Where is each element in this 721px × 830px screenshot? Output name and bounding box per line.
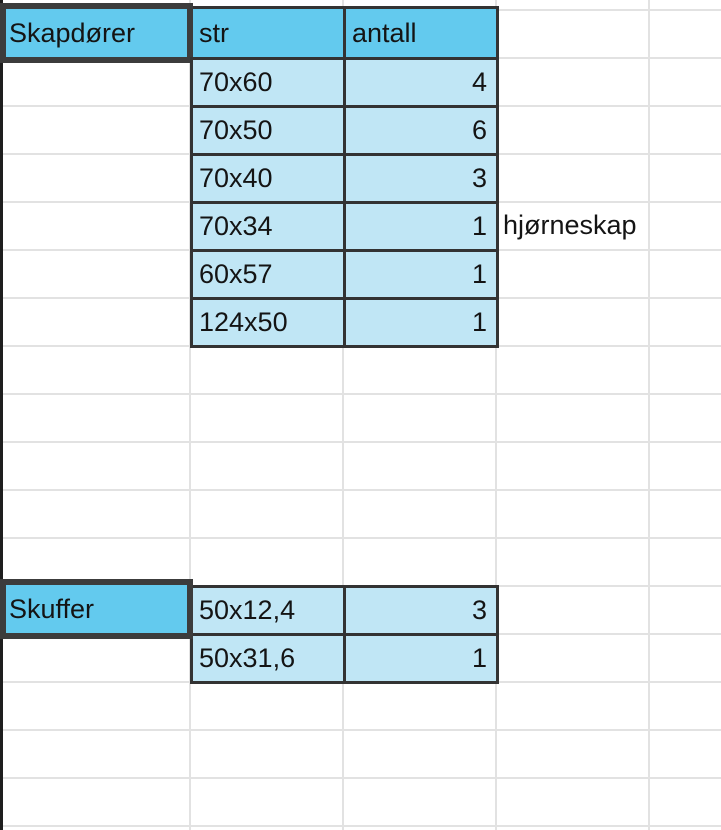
cell-str-50x31-6[interactable]: 50x31,6 xyxy=(190,633,346,684)
cell-antall-50x12-4[interactable]: 3 xyxy=(343,585,499,636)
sheet-left-edge xyxy=(0,0,3,830)
cell-antall-60x57[interactable]: 1 xyxy=(343,249,499,300)
cell-str-70x60[interactable]: 70x60 xyxy=(190,57,346,108)
cell-str-124x50[interactable]: 124x50 xyxy=(190,297,346,348)
cell-skuffer-title[interactable]: Skuffer xyxy=(0,579,193,639)
cell-antall-70x50[interactable]: 6 xyxy=(343,105,499,156)
cell-str-70x34[interactable]: 70x34 xyxy=(190,201,346,252)
cell-antall-50x31-6[interactable]: 1 xyxy=(343,633,499,684)
cell-str-50x12-4[interactable]: 50x12,4 xyxy=(190,585,346,636)
cell-str-70x50[interactable]: 70x50 xyxy=(190,105,346,156)
cell-antall-70x34[interactable]: 1 xyxy=(343,201,499,252)
column-gridline-d-e xyxy=(648,0,650,830)
cell-note-hjorneskap[interactable]: hjørneskap xyxy=(503,209,637,240)
cell-header-antall[interactable]: antall xyxy=(343,6,499,60)
cell-str-70x40[interactable]: 70x40 xyxy=(190,153,346,204)
cell-header-str[interactable]: str xyxy=(190,6,346,60)
cell-antall-70x60[interactable]: 4 xyxy=(343,57,499,108)
cell-skapdorer-title[interactable]: Skapdører xyxy=(0,3,193,63)
cell-antall-124x50[interactable]: 1 xyxy=(343,297,499,348)
cell-antall-70x40[interactable]: 3 xyxy=(343,153,499,204)
cell-str-60x57[interactable]: 60x57 xyxy=(190,249,346,300)
